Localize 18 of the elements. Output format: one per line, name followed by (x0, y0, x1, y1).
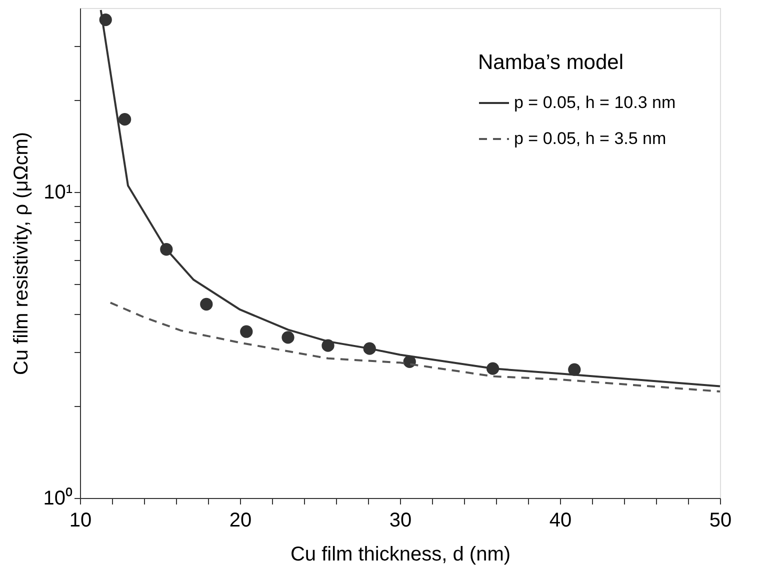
legend-label: p = 0.05, h = 3.5 nm (514, 129, 666, 148)
point (200, 298, 213, 311)
line-series (109, 302, 721, 392)
y-axis-title: Cu film resistivity, ρ (μΩcm) (10, 132, 32, 376)
x-axis-title: Cu film thickness, d (nm) (290, 544, 511, 566)
x-tick-label: 30 (389, 510, 412, 532)
x-tick-label: 10 (69, 510, 92, 532)
point (282, 331, 294, 344)
legend-label: p = 0.05, h = 10.3 nm (514, 93, 676, 112)
y-tick-label: 10⁰ (43, 486, 72, 510)
x-tick-label: 50 (709, 510, 732, 532)
line-series (100, 9, 721, 388)
point (240, 325, 253, 338)
point (118, 113, 132, 126)
y-tick-label: 10¹ (44, 182, 73, 204)
x-tick-label: 40 (549, 510, 572, 532)
legend-title: Namba’s model (478, 51, 624, 74)
x-tick-label: 20 (229, 510, 252, 532)
